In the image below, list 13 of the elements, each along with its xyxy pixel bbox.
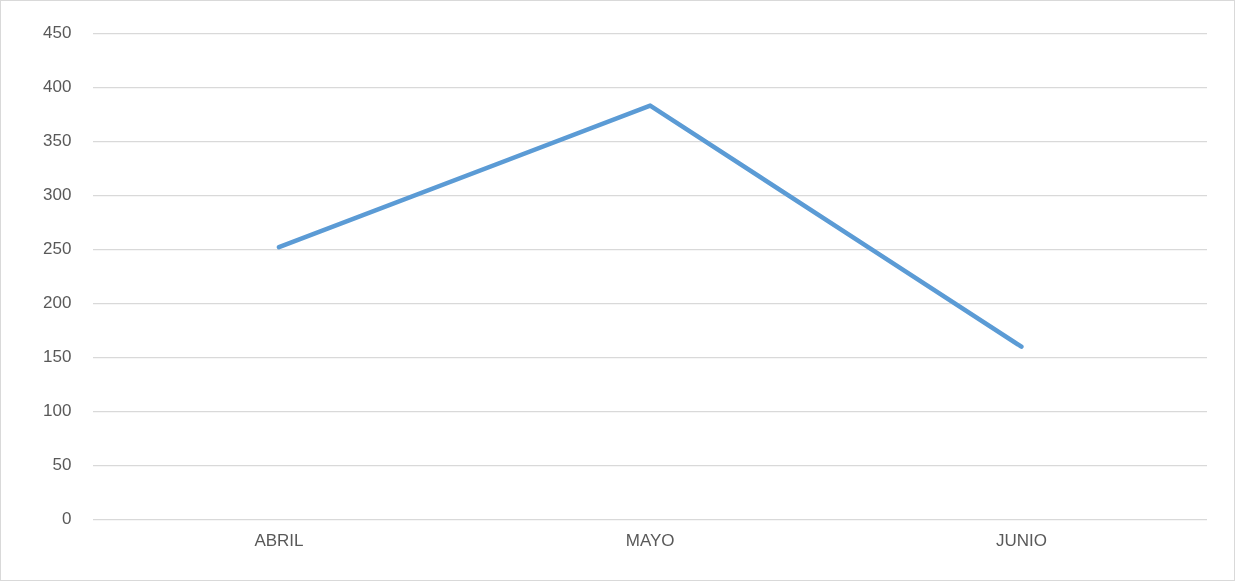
- y-tick-label: 250: [42, 239, 72, 259]
- y-tick-label: 450: [42, 22, 72, 42]
- y-tick-label: 400: [42, 76, 72, 96]
- y-tick-label: 50: [52, 455, 72, 475]
- x-tick-label: ABRIL: [254, 531, 304, 551]
- y-tick-label: 350: [42, 130, 72, 150]
- x-tick-label: MAYO: [625, 531, 675, 551]
- x-tick-label: JUNIO: [995, 531, 1047, 551]
- y-tick-label: 300: [42, 185, 72, 205]
- y-tick-label: 100: [42, 401, 72, 421]
- y-tick-label: 200: [42, 293, 72, 313]
- y-tick-label: 0: [61, 509, 72, 529]
- y-tick-label: 150: [42, 347, 72, 367]
